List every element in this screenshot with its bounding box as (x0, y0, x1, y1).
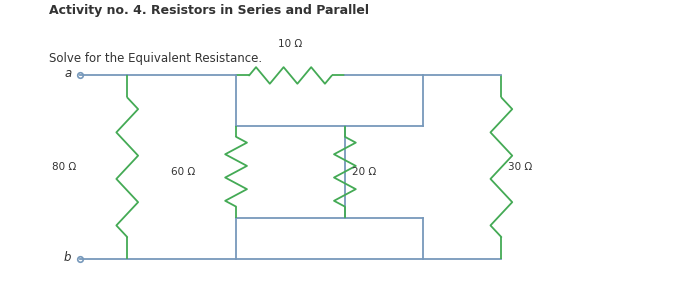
Text: a: a (64, 68, 72, 80)
Text: 30 Ω: 30 Ω (508, 162, 533, 172)
Text: 80 Ω: 80 Ω (52, 162, 76, 172)
Text: Solve for the Equivalent Resistance.: Solve for the Equivalent Resistance. (49, 52, 262, 65)
Text: 60 Ω: 60 Ω (171, 167, 195, 177)
Text: 20 Ω: 20 Ω (352, 167, 376, 177)
Text: Activity no. 4. Resistors in Series and Parallel: Activity no. 4. Resistors in Series and … (49, 4, 369, 17)
Text: b: b (64, 251, 72, 264)
Text: 10 Ω: 10 Ω (279, 39, 303, 49)
